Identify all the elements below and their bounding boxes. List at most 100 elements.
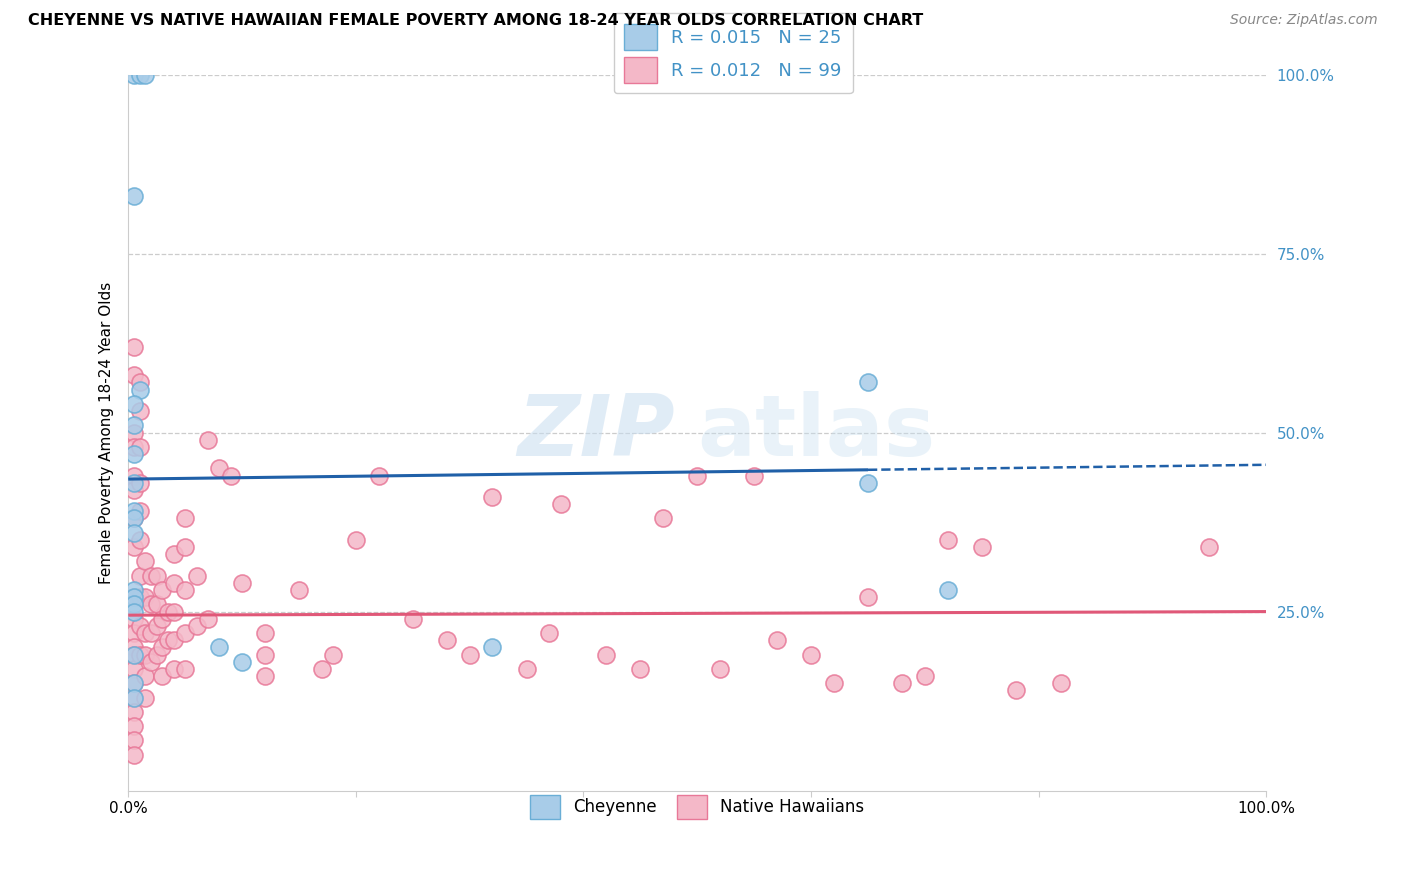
Text: Source: ZipAtlas.com: Source: ZipAtlas.com	[1230, 13, 1378, 28]
Point	[122, 368, 145, 383]
Text: atlas: atlas	[697, 391, 935, 474]
Point	[122, 705, 145, 719]
Point	[122, 511, 145, 525]
Point	[122, 440, 145, 454]
Point	[128, 533, 150, 547]
Point	[709, 662, 731, 676]
Point	[139, 568, 162, 582]
Point	[122, 447, 145, 461]
Text: CHEYENNE VS NATIVE HAWAIIAN FEMALE POVERTY AMONG 18-24 YEAR OLDS CORRELATION CHA: CHEYENNE VS NATIVE HAWAIIAN FEMALE POVER…	[28, 13, 924, 29]
Point	[128, 591, 150, 605]
Point	[856, 591, 879, 605]
Point	[122, 475, 145, 490]
Point	[134, 648, 156, 662]
Point	[516, 662, 538, 676]
Point	[550, 497, 572, 511]
Point	[538, 626, 561, 640]
Point	[595, 648, 617, 662]
Point	[344, 533, 367, 547]
Y-axis label: Female Poverty Among 18-24 Year Olds: Female Poverty Among 18-24 Year Olds	[100, 282, 114, 583]
Point	[139, 626, 162, 640]
Point	[122, 525, 145, 540]
Point	[122, 676, 145, 690]
Point	[163, 605, 186, 619]
Point	[936, 583, 959, 598]
Point	[134, 626, 156, 640]
Point	[231, 655, 253, 669]
Point	[208, 640, 231, 655]
Point	[150, 583, 173, 598]
Point	[174, 583, 197, 598]
Point	[402, 612, 425, 626]
Point	[139, 655, 162, 669]
Point	[122, 583, 145, 598]
Point	[163, 547, 186, 561]
Point	[145, 619, 167, 633]
Point	[145, 568, 167, 582]
Point	[231, 576, 253, 591]
Point	[145, 648, 167, 662]
Point	[174, 662, 197, 676]
Point	[128, 383, 150, 397]
Point	[122, 648, 145, 662]
Point	[128, 648, 150, 662]
Point	[145, 598, 167, 612]
Point	[122, 719, 145, 733]
Point	[208, 461, 231, 475]
Point	[163, 576, 186, 591]
Point	[122, 591, 145, 605]
Point	[458, 648, 481, 662]
Point	[134, 554, 156, 568]
Point	[652, 511, 675, 525]
Point	[186, 568, 208, 582]
Point	[128, 440, 150, 454]
Point	[742, 468, 765, 483]
Point	[134, 690, 156, 705]
Point	[122, 640, 145, 655]
Point	[367, 468, 389, 483]
Point	[122, 612, 145, 626]
Point	[122, 504, 145, 518]
Point	[311, 662, 333, 676]
Point	[197, 433, 219, 447]
Point	[122, 690, 145, 705]
Point	[150, 612, 173, 626]
Point	[914, 669, 936, 683]
Point	[122, 626, 145, 640]
Point	[288, 583, 311, 598]
Point	[1005, 683, 1028, 698]
Point	[128, 68, 150, 82]
Point	[122, 189, 145, 203]
Point	[122, 676, 145, 690]
Point	[1050, 676, 1073, 690]
Point	[139, 598, 162, 612]
Point	[122, 747, 145, 762]
Point	[128, 475, 150, 490]
Point	[150, 640, 173, 655]
Point	[122, 540, 145, 554]
Point	[856, 475, 879, 490]
Point	[122, 340, 145, 354]
Point	[891, 676, 914, 690]
Point	[174, 540, 197, 554]
Point	[481, 490, 503, 504]
Point	[122, 591, 145, 605]
Point	[322, 648, 344, 662]
Point	[163, 633, 186, 648]
Point	[122, 397, 145, 411]
Point	[122, 733, 145, 747]
Point	[122, 68, 145, 82]
Point	[128, 376, 150, 390]
Point	[186, 619, 208, 633]
Point	[163, 662, 186, 676]
Point	[766, 633, 789, 648]
Point	[936, 533, 959, 547]
Point	[157, 633, 180, 648]
Point	[122, 690, 145, 705]
Point	[122, 425, 145, 440]
Point	[150, 669, 173, 683]
Point	[122, 418, 145, 433]
Point	[253, 669, 276, 683]
Point	[436, 633, 458, 648]
Legend: Cheyenne, Native Hawaiians: Cheyenne, Native Hawaiians	[523, 789, 872, 825]
